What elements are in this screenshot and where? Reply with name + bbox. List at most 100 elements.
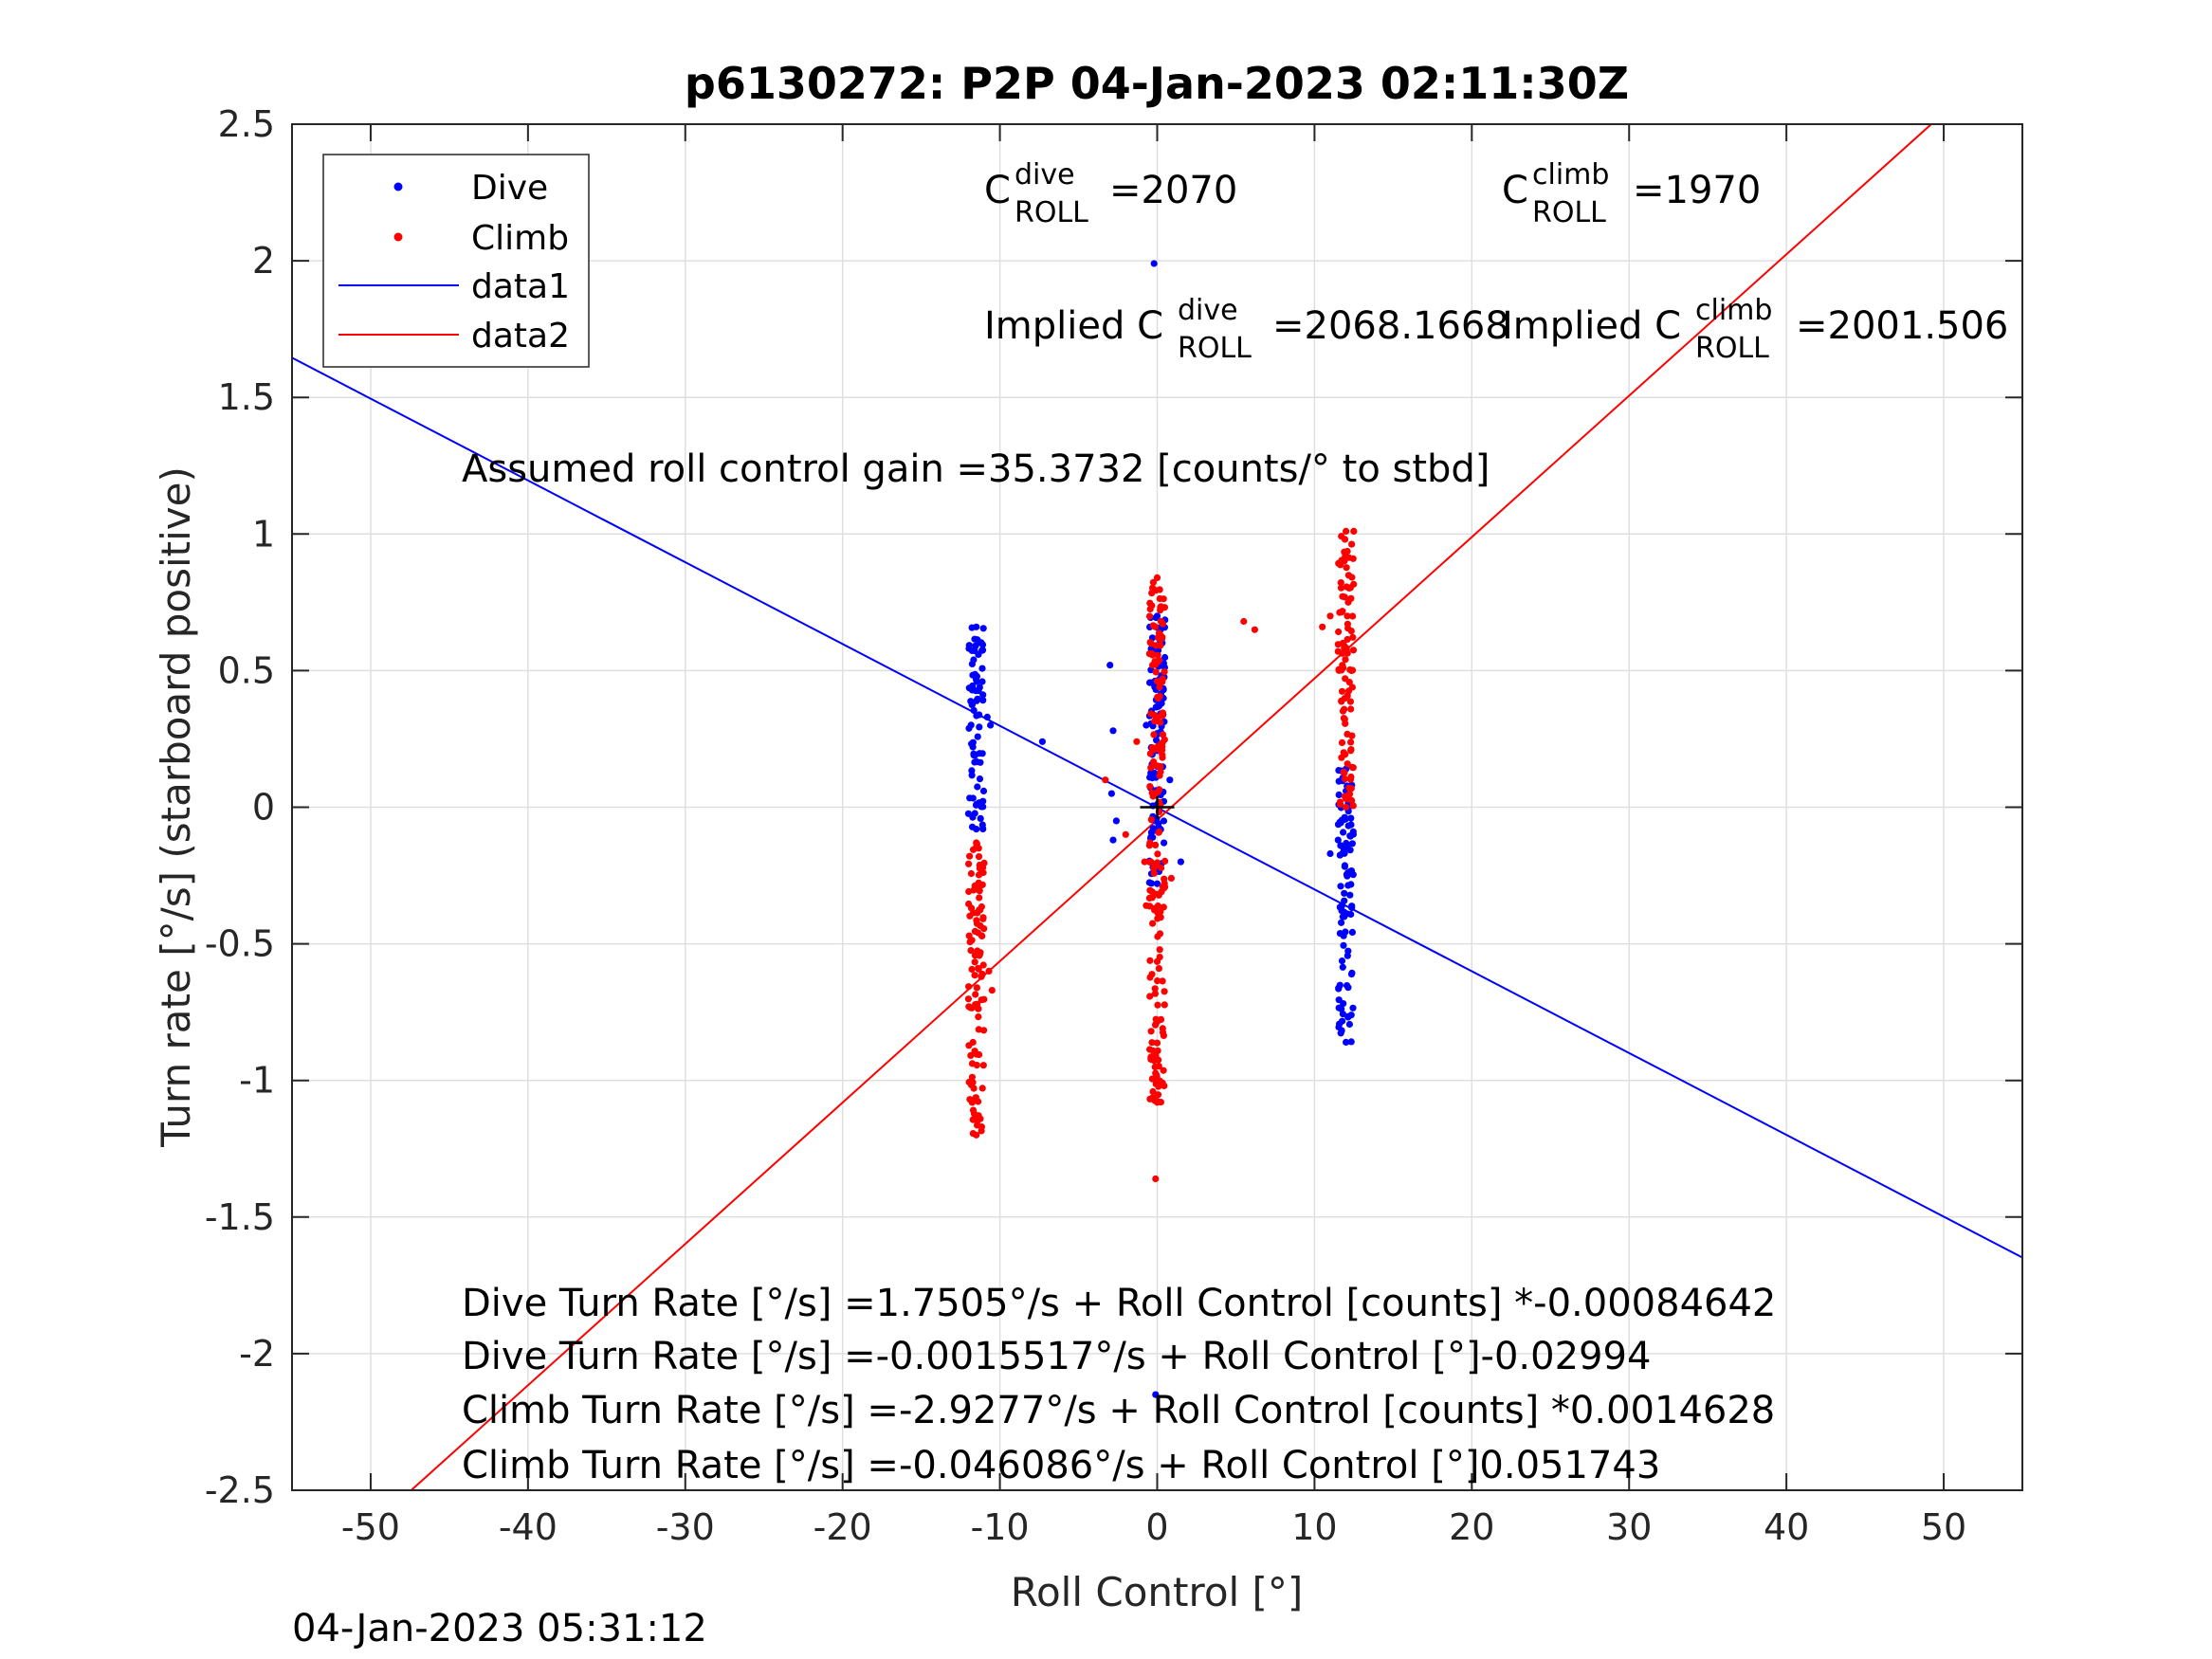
climb-point (975, 853, 983, 861)
climb-point (1341, 695, 1348, 702)
climb-point (1154, 977, 1161, 985)
climb-point (978, 1127, 985, 1135)
climb-point (1154, 1091, 1162, 1099)
dive-point (965, 724, 973, 732)
climb-point (1159, 1079, 1166, 1086)
climb-point (1251, 626, 1258, 633)
climb-point (1148, 789, 1156, 796)
dive-point (1335, 996, 1343, 1004)
climb-point (975, 1026, 982, 1033)
climb-point (1155, 1056, 1162, 1064)
dive-point (968, 772, 976, 779)
climb-point (1149, 1094, 1157, 1102)
climb-point (973, 984, 980, 992)
climb-point (979, 961, 987, 969)
dive-point (1340, 829, 1347, 836)
climb-point (1161, 988, 1168, 995)
legend: Dive Climb data1 data2 (322, 154, 590, 368)
climb-point (1151, 745, 1159, 754)
dive-point (979, 787, 988, 795)
climb-point (1149, 1087, 1157, 1096)
legend-dive-label: Dive (471, 169, 548, 208)
dive-point (1342, 928, 1349, 936)
climb-point (1150, 761, 1158, 769)
climb-point (1349, 802, 1357, 810)
climb-point (1159, 739, 1166, 747)
climb-point (964, 995, 972, 1003)
dive-point (1348, 969, 1356, 976)
climb-point (1148, 602, 1156, 610)
climb-point (1146, 974, 1154, 981)
dive-point (971, 810, 978, 817)
climb-point (1159, 1025, 1166, 1032)
dive-point (971, 635, 978, 643)
climb-point (1153, 957, 1161, 965)
climb-point (1335, 666, 1343, 674)
climb-point (1153, 574, 1161, 582)
climb-point (1160, 595, 1167, 603)
climb-point (1154, 658, 1161, 665)
climb-point (1334, 641, 1342, 648)
climb-point (976, 951, 983, 958)
climb-point (1349, 647, 1358, 654)
climb-point (988, 987, 996, 994)
climb-point (966, 852, 974, 860)
climb-point (1157, 914, 1164, 921)
x-tick-label: 40 (1764, 1506, 1809, 1548)
dive-point (978, 647, 986, 654)
dive-point (1156, 702, 1163, 709)
climb-point (1335, 628, 1343, 636)
climb-point (967, 1004, 975, 1012)
climb-point (1146, 783, 1154, 791)
climb-point (1154, 789, 1161, 796)
climb-point (1154, 713, 1161, 720)
climb-point (1349, 633, 1357, 641)
dive-point (1338, 1027, 1345, 1034)
dive-point (983, 713, 991, 721)
dive-point (970, 656, 978, 664)
climb-point (1347, 666, 1356, 675)
dive-point (1338, 957, 1346, 965)
climb-point (976, 894, 983, 902)
climb-point (1349, 764, 1357, 772)
dive-point (1347, 821, 1355, 829)
climb-point (1152, 668, 1160, 676)
climb-point (1167, 874, 1175, 883)
dive-point (1109, 727, 1117, 735)
y-tick-label: -2.5 (205, 1469, 275, 1511)
climb-point (977, 1115, 984, 1122)
gain-annotation: Assumed roll control gain =35.3732 [coun… (462, 447, 1490, 491)
dive-point (976, 723, 983, 731)
climb-point (1155, 965, 1162, 973)
dive-point (1143, 721, 1150, 729)
climb-point (1148, 649, 1156, 657)
climb-point (1340, 768, 1347, 776)
dive-point (1346, 891, 1354, 899)
climb-point (971, 972, 978, 979)
dive-point (1343, 1038, 1350, 1046)
dive-point (1106, 662, 1114, 669)
climb-point (980, 1027, 988, 1034)
x-tick-label: -10 (971, 1506, 1030, 1548)
climb-point (1338, 687, 1346, 695)
climb-point (1133, 738, 1141, 745)
climb-point (971, 882, 978, 890)
dive-point (1112, 817, 1120, 825)
dive-point (979, 697, 987, 704)
climb-point (1347, 738, 1355, 746)
chart-title: p6130272: P2P 04-Jan-2023 02:11:30Z (685, 58, 1629, 109)
climb-point (969, 1038, 977, 1047)
climb-point (965, 887, 973, 896)
climb-point (1338, 609, 1345, 616)
dive-point (1336, 981, 1344, 989)
climb-point (1157, 768, 1164, 775)
climb-point (975, 871, 983, 879)
dive-point (964, 810, 972, 817)
climb-point (1348, 540, 1356, 548)
climb-point (1344, 635, 1351, 644)
climb-point (1343, 803, 1350, 811)
climb-point (966, 912, 974, 920)
climb-point (965, 900, 973, 908)
climb-point (1152, 841, 1160, 849)
climb-point (973, 917, 980, 924)
